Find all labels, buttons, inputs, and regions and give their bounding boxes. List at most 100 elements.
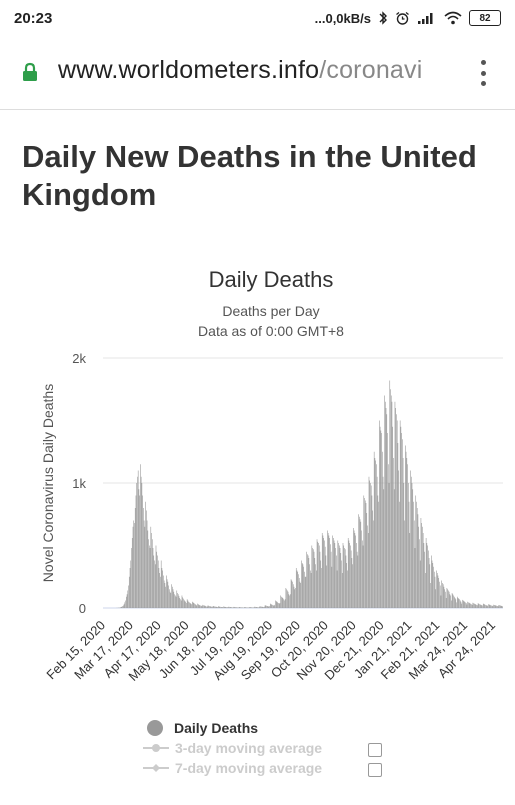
legend-daily-deaths-marker bbox=[147, 720, 163, 736]
bar bbox=[202, 606, 203, 608]
bar bbox=[248, 608, 249, 609]
bar bbox=[431, 556, 432, 609]
bar bbox=[138, 471, 139, 609]
legend-daily-deaths-label: Daily Deaths bbox=[174, 720, 258, 736]
bar bbox=[437, 573, 438, 608]
bar bbox=[260, 607, 261, 609]
toggle-7day-checkbox[interactable] bbox=[368, 763, 382, 777]
bar bbox=[243, 608, 244, 609]
bar bbox=[263, 607, 264, 608]
bar bbox=[471, 604, 472, 608]
bar bbox=[179, 596, 180, 608]
status-icons: ...0,0kB/s 82 bbox=[315, 10, 501, 26]
bar bbox=[329, 536, 330, 609]
menu-icon[interactable] bbox=[476, 60, 490, 86]
bar bbox=[155, 564, 156, 608]
bar bbox=[259, 607, 260, 608]
bar bbox=[297, 571, 298, 609]
bar bbox=[254, 607, 255, 608]
legend-3day-label: 3-day moving average bbox=[175, 740, 322, 756]
bar bbox=[375, 458, 376, 608]
bar bbox=[435, 577, 436, 608]
bar bbox=[433, 563, 434, 608]
bar bbox=[392, 402, 393, 608]
bar bbox=[427, 543, 428, 608]
bar bbox=[144, 521, 145, 609]
bar bbox=[284, 601, 285, 609]
bar bbox=[210, 606, 211, 608]
bar bbox=[228, 607, 229, 608]
alarm-icon bbox=[395, 11, 410, 26]
legend-3day-average[interactable]: 3-day moving average bbox=[143, 740, 322, 756]
bar bbox=[463, 601, 464, 609]
toggle-3day-checkbox[interactable] bbox=[368, 743, 382, 757]
bar bbox=[341, 561, 342, 609]
bar bbox=[323, 536, 324, 609]
bar bbox=[133, 527, 134, 608]
bar bbox=[289, 596, 290, 609]
bar bbox=[342, 573, 343, 608]
bar bbox=[333, 538, 334, 608]
bar bbox=[364, 498, 365, 608]
bar bbox=[473, 603, 474, 608]
bar bbox=[120, 607, 121, 608]
bar bbox=[290, 594, 291, 608]
bar bbox=[136, 496, 137, 609]
bar bbox=[163, 576, 164, 609]
bar bbox=[372, 496, 373, 609]
bar bbox=[451, 601, 452, 609]
bar bbox=[280, 596, 281, 609]
bar bbox=[452, 593, 453, 608]
bar bbox=[255, 607, 256, 608]
bar bbox=[361, 522, 362, 608]
bar bbox=[197, 606, 198, 609]
bar bbox=[159, 568, 160, 608]
bar bbox=[488, 604, 489, 608]
bar bbox=[449, 592, 450, 608]
bar bbox=[237, 607, 238, 608]
bar bbox=[302, 563, 303, 608]
bar bbox=[168, 586, 169, 609]
bar bbox=[393, 458, 394, 608]
bar bbox=[430, 564, 431, 608]
bar bbox=[231, 607, 232, 608]
bar bbox=[441, 581, 442, 609]
bar bbox=[349, 541, 350, 609]
bar bbox=[125, 602, 126, 608]
bar bbox=[177, 593, 178, 608]
bar bbox=[501, 606, 502, 608]
bar bbox=[327, 531, 328, 609]
bar bbox=[176, 591, 177, 609]
bar bbox=[440, 586, 441, 609]
legend-7day-average[interactable]: 7-day moving average bbox=[143, 760, 322, 776]
bar bbox=[170, 592, 171, 608]
bar bbox=[307, 554, 308, 608]
bar bbox=[158, 561, 159, 609]
bar bbox=[142, 483, 143, 608]
bar bbox=[217, 607, 218, 608]
bar bbox=[464, 601, 465, 608]
bar bbox=[497, 606, 498, 608]
bar bbox=[152, 539, 153, 608]
bar bbox=[286, 589, 287, 608]
bar bbox=[262, 607, 263, 608]
bar bbox=[135, 508, 136, 608]
legend-daily-deaths[interactable]: Daily Deaths bbox=[147, 720, 258, 736]
bar bbox=[230, 607, 231, 608]
bar bbox=[467, 605, 468, 609]
bar bbox=[149, 546, 150, 609]
bar bbox=[176, 597, 177, 608]
bar bbox=[358, 556, 359, 609]
bar bbox=[332, 567, 333, 608]
bar bbox=[318, 543, 319, 608]
bar bbox=[147, 521, 148, 609]
url-text[interactable]: www.worldometers.info/coronavi bbox=[58, 56, 468, 85]
bar bbox=[461, 602, 462, 608]
bar bbox=[184, 600, 185, 608]
bar bbox=[474, 604, 475, 608]
bar bbox=[376, 464, 377, 608]
bar bbox=[484, 605, 485, 609]
wifi-icon bbox=[444, 11, 462, 25]
bar bbox=[487, 606, 488, 608]
bar bbox=[414, 521, 415, 609]
